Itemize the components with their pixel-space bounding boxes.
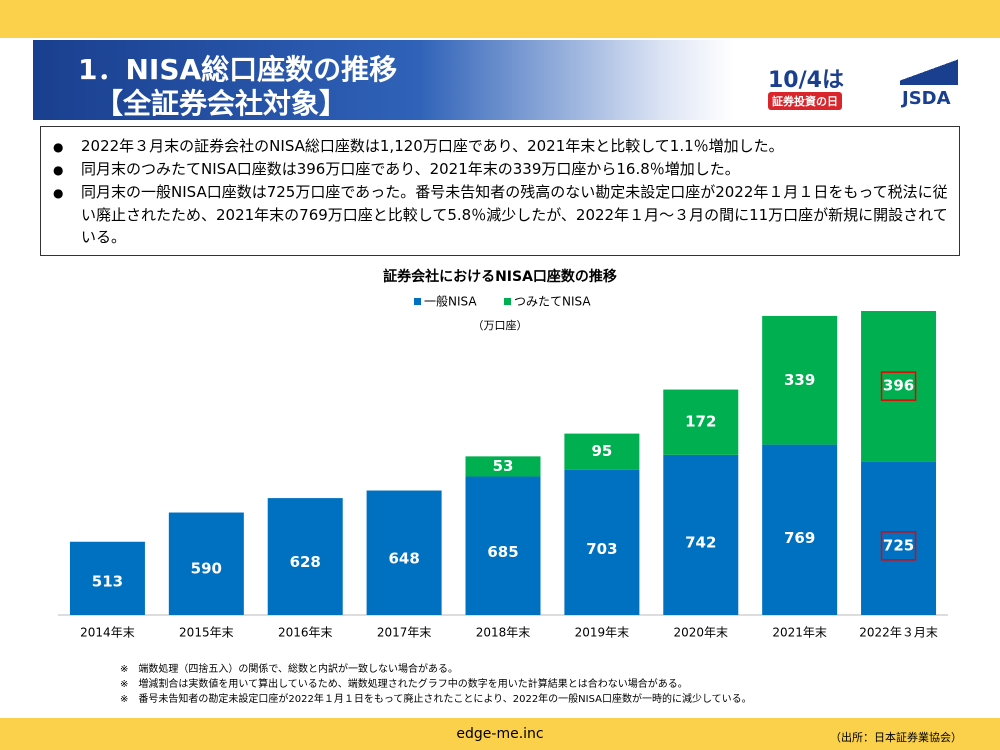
- note: ※ 番号未告知者の勘定未設定口座が2022年１月１日をもって廃止されたことにより…: [120, 694, 752, 705]
- value-label: 396: [883, 377, 914, 395]
- footer-site: edge-me.inc: [456, 726, 544, 742]
- value-label: 95: [591, 442, 612, 460]
- logo-org: JSDA: [902, 88, 951, 109]
- bar-segment: [564, 469, 640, 615]
- value-label: 648: [388, 549, 419, 567]
- bar-segment: [465, 456, 541, 477]
- x-tick-label: 2019年末: [575, 626, 630, 640]
- top-band: [0, 0, 1000, 38]
- logo-date: 10/4は: [768, 68, 844, 93]
- value-label: 590: [191, 559, 222, 577]
- value-label: 628: [290, 553, 321, 571]
- value-label: 339: [784, 371, 815, 389]
- bullet-box: 2022年３月末の証券会社のNISA総口座数は1,120万口座であり、2021年…: [40, 126, 960, 256]
- footer-source: （出所：日本証券業協会）: [830, 731, 962, 744]
- highlight-box: [880, 531, 917, 561]
- value-label: 742: [685, 533, 716, 551]
- highlight-box: [880, 371, 917, 401]
- x-tick-label: 2016年末: [278, 626, 333, 640]
- logo-mark: [900, 55, 958, 85]
- bar-segment: [465, 476, 541, 615]
- x-tick-label: 2018年末: [476, 626, 531, 640]
- bar-segment: [69, 541, 145, 615]
- bullet: 同月末の一般NISA口座数は725万口座であった。番号未告知者の残高のない勘定未…: [53, 181, 949, 248]
- x-tick-label: 2017年末: [377, 626, 432, 640]
- note: ※ 増減割合は実数値を用いて算出しているため、端数処理されたグラフ中の数字を用い…: [120, 679, 688, 690]
- bar-segment: [366, 490, 442, 615]
- value-label: 513: [92, 573, 123, 591]
- legend-swatch: [414, 298, 421, 305]
- bar-segment: [861, 461, 937, 615]
- bar-segment: [762, 315, 838, 445]
- value-label: 685: [487, 543, 518, 561]
- bullet: 2022年３月末の証券会社のNISA総口座数は1,120万口座であり、2021年…: [53, 135, 949, 158]
- x-tick-label: 2014年末: [80, 626, 135, 640]
- x-tick-label: 2020年末: [674, 626, 729, 640]
- legend-label: つみたてNISA: [514, 295, 591, 309]
- legend-swatch: [504, 298, 511, 305]
- title: 1．NISA総口座数の推移: [78, 53, 398, 86]
- bullet: 同月末のつみたてNISA口座数は396万口座であり、2021年末の339万口座か…: [53, 158, 949, 181]
- x-tick-label: 2015年末: [179, 626, 234, 640]
- x-tick-label: 2022年３月末: [859, 626, 938, 640]
- bottom-band: [0, 718, 1000, 750]
- bar-segment: [663, 454, 739, 615]
- note: ※ 端数処理（四捨五入）の関係で、総数と内訳が一致しない場合がある。: [120, 664, 458, 675]
- bar-segment: [663, 389, 739, 455]
- header: 1．NISA総口座数の推移 【全証券会社対象】: [33, 40, 733, 120]
- bar-segment: [861, 311, 937, 462]
- bar-segment: [168, 512, 244, 615]
- value-label: 172: [685, 413, 716, 431]
- subtitle: 【全証券会社対象】: [95, 87, 348, 120]
- value-label: 703: [586, 540, 617, 558]
- logo-caption: 証券投資の日: [768, 92, 842, 110]
- bar-segment: [564, 433, 640, 470]
- bar-segment: [267, 498, 343, 615]
- value-label: 769: [784, 529, 815, 547]
- value-label: 725: [883, 536, 914, 554]
- value-label: 53: [493, 457, 514, 475]
- legend-label: 一般NISA: [424, 294, 477, 309]
- chart-title: 証券会社におけるNISA口座数の推移: [383, 268, 617, 285]
- x-tick-label: 2021年末: [772, 626, 827, 640]
- unit-label: （万口座）: [473, 318, 528, 332]
- bar-segment: [762, 444, 838, 615]
